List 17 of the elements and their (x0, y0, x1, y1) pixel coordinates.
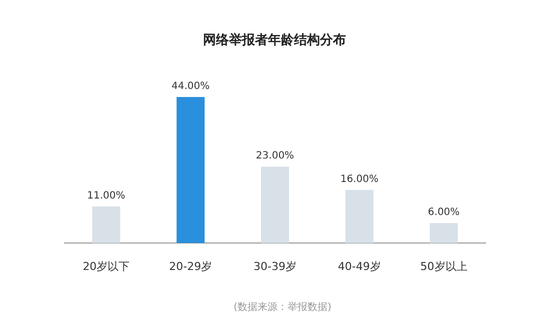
data-label: 6.00% (428, 207, 460, 218)
bar (430, 223, 458, 243)
x-tick-label: 20岁以下 (82, 260, 130, 273)
bar (261, 166, 289, 243)
bar (92, 206, 120, 243)
bar (176, 97, 205, 243)
data-label: 11.00% (87, 190, 126, 202)
data-label: 44.00% (172, 81, 210, 92)
data-label: 16.00% (340, 174, 378, 185)
bar (345, 190, 374, 243)
x-tick-label: 50岁以上 (420, 260, 468, 273)
chart-title: 网络举报者年龄结构分布 (203, 32, 346, 48)
x-tick-label: 20-29岁 (169, 260, 212, 273)
x-tick-label: 30-39岁 (254, 260, 296, 273)
data-label: 23.00% (256, 150, 294, 162)
x-tick-label: 40-49岁 (338, 260, 381, 273)
text: (数据来源：举报数据) (234, 301, 332, 313)
